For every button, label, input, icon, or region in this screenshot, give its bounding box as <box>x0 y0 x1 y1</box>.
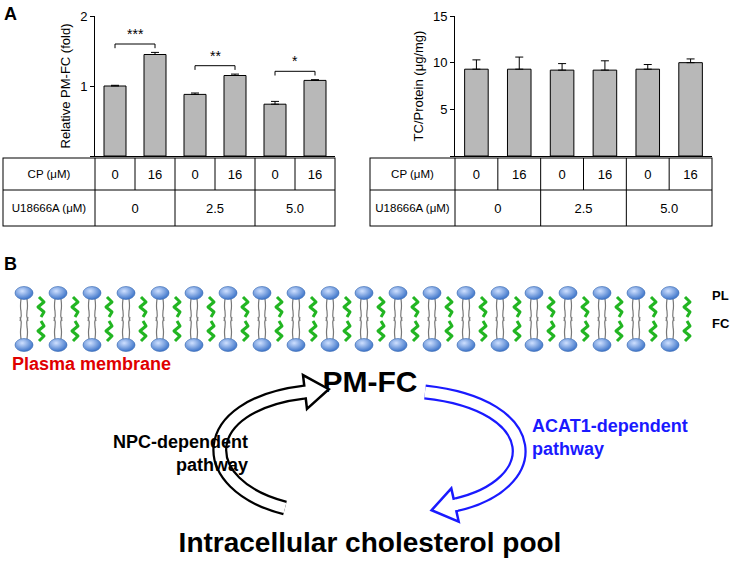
svg-text:16: 16 <box>512 167 526 182</box>
svg-text:0: 0 <box>191 167 198 182</box>
svg-text:CP (μM): CP (μM) <box>28 168 71 180</box>
svg-text:Relative PM-FC (fold): Relative PM-FC (fold) <box>58 24 73 149</box>
svg-text:CP (μM): CP (μM) <box>391 168 434 180</box>
svg-text:16: 16 <box>308 167 322 182</box>
svg-text:16: 16 <box>148 167 162 182</box>
svg-text:5: 5 <box>440 102 447 117</box>
svg-text:2.5: 2.5 <box>574 201 592 216</box>
svg-text:U18666A (μM): U18666A (μM) <box>12 202 87 214</box>
svg-text:*: * <box>292 53 298 69</box>
svg-text:0: 0 <box>644 167 651 182</box>
svg-text:**: ** <box>210 48 221 64</box>
svg-text:15: 15 <box>433 9 447 24</box>
svg-text:***: *** <box>127 26 144 42</box>
svg-text:pathway: pathway <box>176 455 248 475</box>
svg-text:TC/Protein (μg/mg): TC/Protein (μg/mg) <box>411 31 426 142</box>
svg-text:2: 2 <box>80 9 87 24</box>
svg-text:U18666A (μM): U18666A (μM) <box>375 202 450 214</box>
svg-text:NPC-dependent: NPC-dependent <box>113 432 248 452</box>
svg-text:16: 16 <box>228 167 242 182</box>
svg-text:0: 0 <box>131 201 138 216</box>
svg-text:PL: PL <box>712 288 729 303</box>
svg-text:ACAT1-dependent: ACAT1-dependent <box>532 416 688 436</box>
svg-text:10: 10 <box>433 55 447 70</box>
svg-text:0: 0 <box>494 201 501 216</box>
svg-text:0: 0 <box>558 167 565 182</box>
svg-text:0: 0 <box>473 167 480 182</box>
svg-text:2.5: 2.5 <box>206 201 224 216</box>
svg-text:B: B <box>4 254 17 274</box>
svg-text:FC: FC <box>712 316 730 331</box>
svg-text:5.0: 5.0 <box>286 201 304 216</box>
svg-text:5.0: 5.0 <box>660 201 678 216</box>
svg-text:Plasma membrane: Plasma membrane <box>12 354 171 374</box>
svg-text:Intracellular cholesterol pool: Intracellular cholesterol pool <box>179 527 562 558</box>
svg-text:16: 16 <box>598 167 612 182</box>
svg-text:A: A <box>4 4 17 24</box>
svg-text:pathway: pathway <box>532 439 604 459</box>
svg-text:16: 16 <box>683 167 697 182</box>
svg-text:PM-FC: PM-FC <box>323 365 418 398</box>
svg-text:0: 0 <box>111 167 118 182</box>
svg-text:0: 0 <box>271 167 278 182</box>
svg-text:1: 1 <box>80 79 87 94</box>
